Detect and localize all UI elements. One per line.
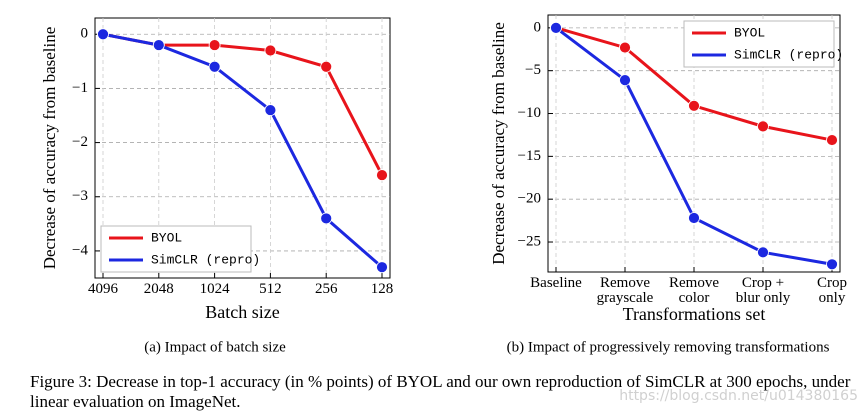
data-point	[97, 28, 109, 41]
y-tick-label: −15	[518, 148, 541, 164]
data-point	[757, 120, 769, 133]
data-point	[208, 39, 221, 51]
x-tick-label: Crop + blur only	[735, 275, 791, 306]
y-tick-label: −25	[518, 233, 541, 249]
data-point	[264, 104, 277, 116]
legend-label: SimCLR (repro)	[734, 47, 843, 62]
data-point	[826, 258, 838, 271]
data-point	[826, 134, 838, 146]
subcaption: (a) Impact of batch size	[144, 339, 286, 355]
data-point	[619, 74, 631, 87]
watermark: https://blog.csdn.net/u014380165	[619, 388, 858, 404]
x-tick-label: 512	[259, 281, 282, 297]
data-point	[320, 60, 333, 73]
legend-box	[683, 20, 835, 68]
x-tick-label: 2048	[143, 281, 174, 297]
x-tick-label: 128	[370, 281, 394, 297]
data-point	[757, 246, 769, 259]
y-axis-label: Decrease of accuracy from baseline	[489, 22, 508, 265]
y-tick-label: −20	[518, 191, 541, 207]
figure-caption: Figure 3: Decrease in top-1 accuracy (in…	[30, 372, 851, 411]
x-tick-label: 1024	[199, 281, 230, 297]
series-line	[102, 32, 384, 176]
y-tick-label: −4	[72, 242, 88, 258]
y-tick-label: −3	[72, 188, 88, 204]
y-tick-label: 0	[534, 19, 542, 35]
data-point	[688, 99, 700, 112]
y-axis-label: Decrease of accuracy from baseline	[40, 27, 59, 270]
subcaption: (b) Impact of progressively removing tra…	[507, 339, 830, 355]
y-tick-label: −2	[72, 134, 88, 150]
legend-label: BYOL	[734, 25, 765, 40]
y-tick-label: −10	[518, 105, 541, 121]
data-point	[208, 60, 221, 73]
x-axis-label: Transformations set	[623, 304, 766, 324]
x-tick-label: Baseline	[530, 275, 582, 291]
data-point	[376, 169, 388, 181]
data-point	[152, 39, 165, 51]
x-tick-label: 256	[314, 281, 338, 297]
data-point	[320, 212, 333, 225]
y-tick-label: 0	[81, 26, 89, 42]
y-tick-label: −1	[72, 80, 88, 96]
data-point	[264, 44, 277, 57]
x-tick-label: Remove color	[669, 275, 719, 306]
x-tick-label: 4096	[88, 281, 118, 297]
x-tick-label: Crop only	[817, 275, 847, 306]
legend-box	[100, 225, 252, 273]
data-point	[619, 41, 631, 54]
series-line	[102, 32, 383, 269]
x-tick-label: Remove grayscale	[596, 275, 654, 306]
data-point	[376, 261, 388, 274]
y-tick-label: −5	[525, 62, 541, 78]
legend-label: SimCLR (repro)	[151, 252, 260, 267]
legend-label: BYOL	[151, 230, 182, 245]
data-point	[688, 212, 700, 224]
x-axis-label: Batch size	[205, 302, 279, 322]
data-point	[550, 21, 562, 34]
plot-frame	[94, 17, 391, 279]
